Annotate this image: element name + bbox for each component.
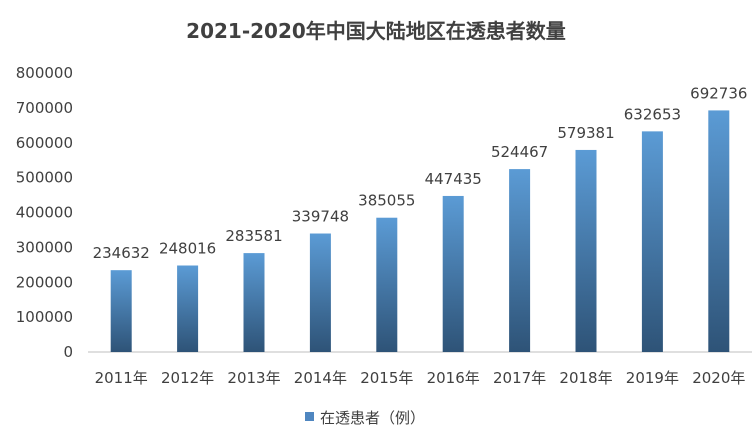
x-tick-label: 2014年 xyxy=(294,369,347,387)
legend-swatch xyxy=(305,412,314,421)
y-tick-label: 600000 xyxy=(16,134,73,152)
data-label: 579381 xyxy=(557,124,614,142)
y-tick-label: 200000 xyxy=(16,273,73,291)
x-tick-label: 2016年 xyxy=(427,369,480,387)
legend-label: 在透患者（例） xyxy=(320,409,425,426)
data-label: 339748 xyxy=(292,208,349,226)
x-tick-label: 2019年 xyxy=(626,369,679,387)
x-tick-label: 2018年 xyxy=(559,369,612,387)
x-tick-label: 2017年 xyxy=(493,369,546,387)
x-tick-label: 2015年 xyxy=(360,369,413,387)
data-label: 283581 xyxy=(225,227,282,245)
bar xyxy=(509,169,531,352)
x-tick-label: 2011年 xyxy=(95,369,148,387)
x-tick-label: 2012年 xyxy=(161,369,214,387)
x-tick-label: 2013年 xyxy=(227,369,280,387)
bar xyxy=(575,149,597,352)
x-tick-label: 2020年 xyxy=(692,369,745,387)
bar xyxy=(177,265,199,352)
y-tick-label: 300000 xyxy=(16,238,73,256)
y-tick-label: 0 xyxy=(63,343,73,361)
bar xyxy=(641,131,663,352)
legend: 在透患者（例） xyxy=(305,409,425,426)
data-label: 524467 xyxy=(491,143,548,161)
bar xyxy=(110,270,132,352)
data-labels: 234632 248016 283581 339748 385055 447435 5244… xyxy=(93,84,748,262)
data-label: 234632 xyxy=(93,244,150,262)
y-tick-label: 400000 xyxy=(16,204,73,222)
bar xyxy=(243,253,265,352)
bar xyxy=(442,195,464,352)
y-tick-label: 100000 xyxy=(16,308,73,326)
data-label: 632653 xyxy=(624,105,681,123)
chart-title: 2021-2020年中国大陆地区在透患者数量 xyxy=(186,19,566,43)
y-tick-label: 500000 xyxy=(16,169,73,187)
bar xyxy=(309,233,331,352)
bars xyxy=(110,110,730,352)
data-label: 385055 xyxy=(358,192,415,210)
data-label: 447435 xyxy=(425,170,482,188)
y-tick-label: 800000 xyxy=(16,64,73,82)
bar xyxy=(376,217,398,352)
y-axis: 0 100000 200000 300000 400000 500000 600000 700… xyxy=(16,64,73,361)
data-label: 692736 xyxy=(690,84,747,102)
y-tick-label: 700000 xyxy=(16,99,73,117)
data-label: 248016 xyxy=(159,240,216,258)
x-axis: 2011年 2012年 2013年 2014年 2015年 2016年 2017年 2018年… xyxy=(95,369,746,387)
bar xyxy=(708,110,730,352)
